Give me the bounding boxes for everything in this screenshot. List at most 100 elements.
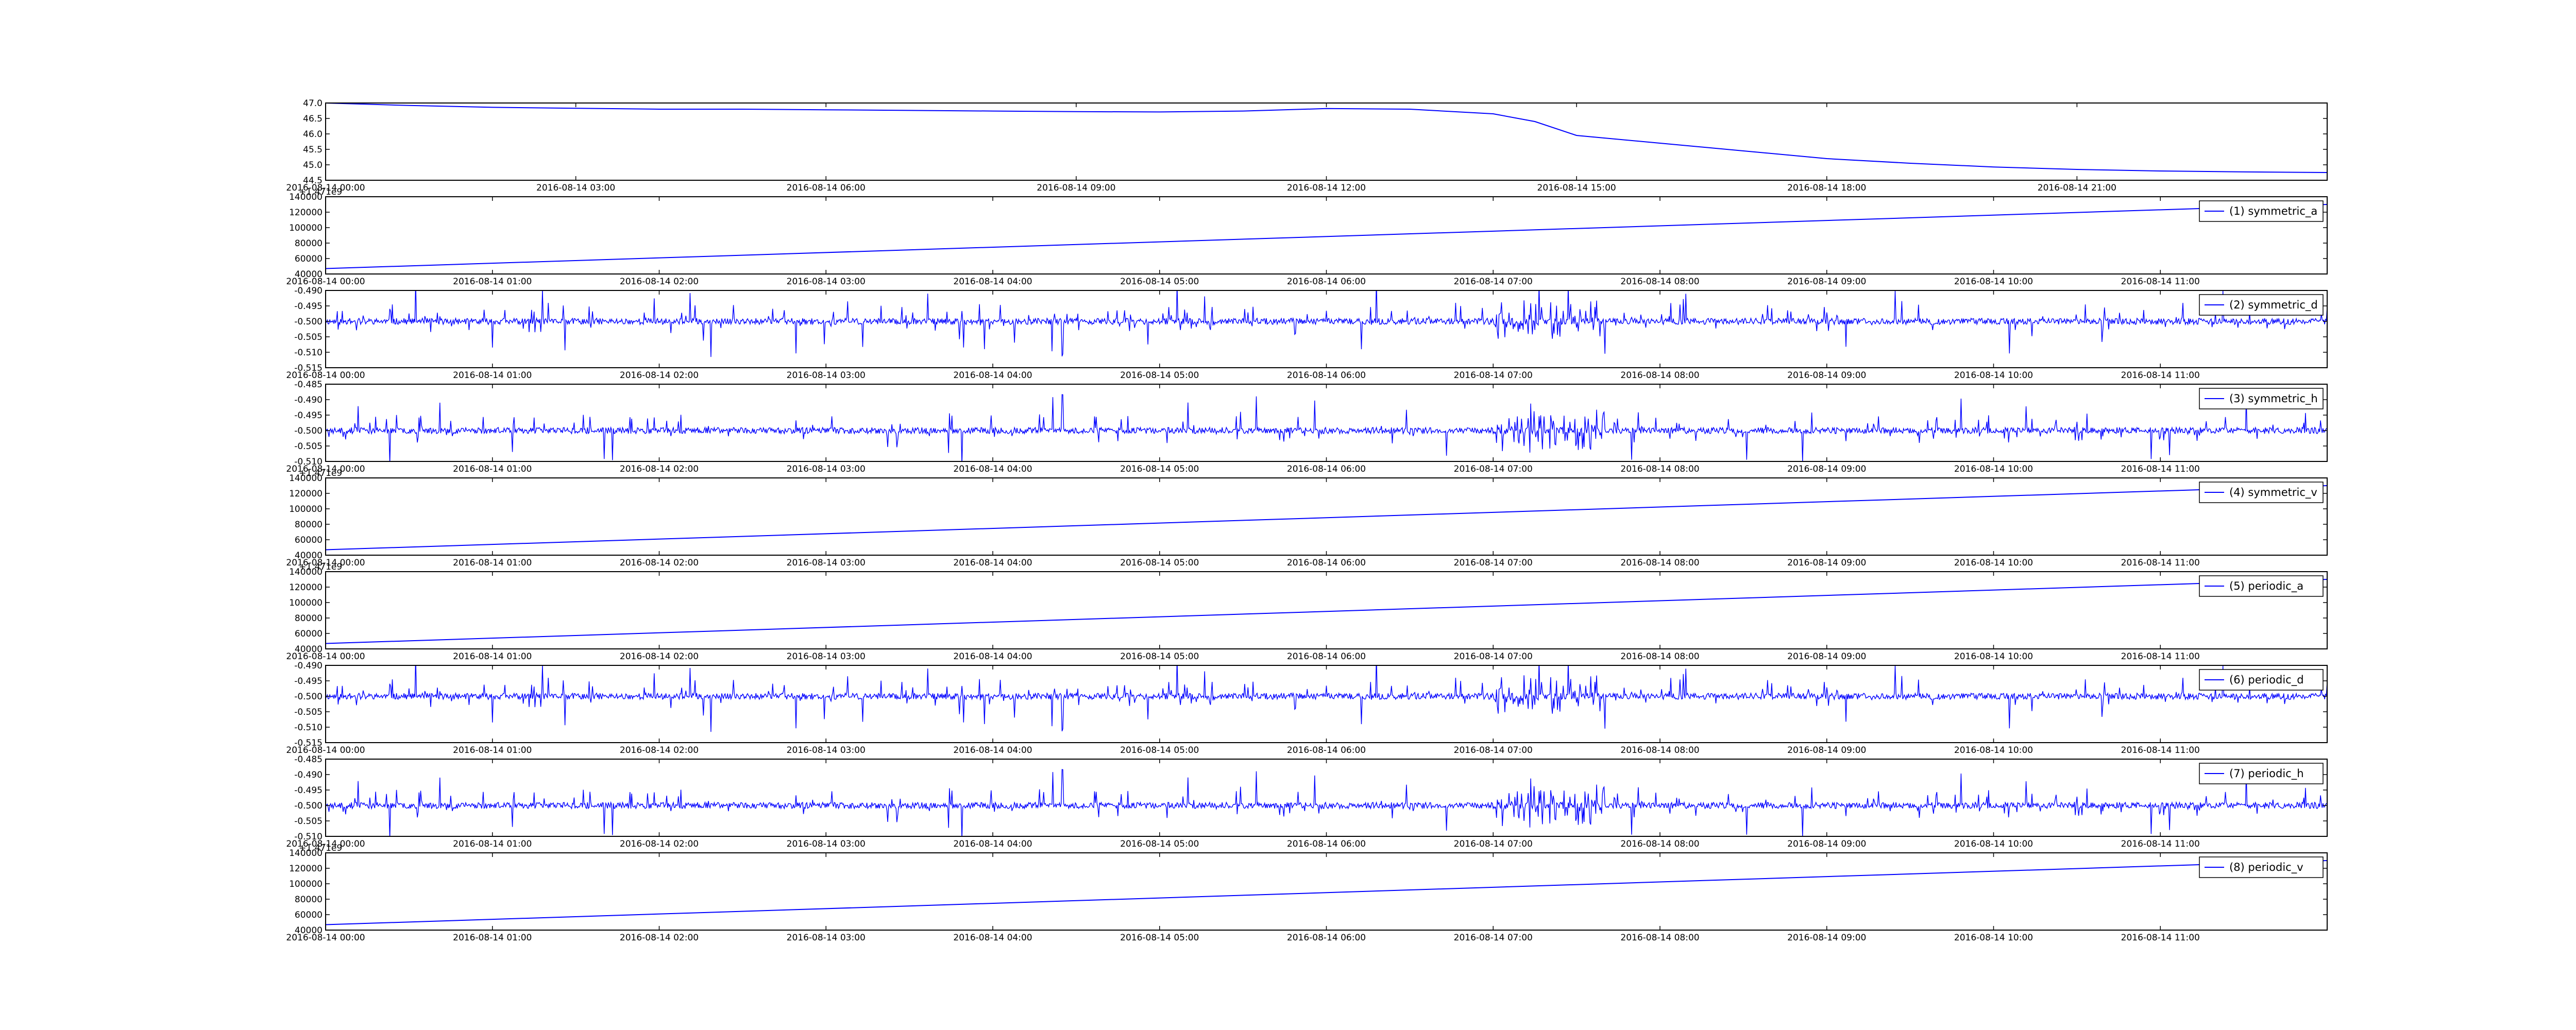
x-tick-label: 2016-08-14 06:00: [1287, 277, 1366, 287]
x-tick-label: 2016-08-14 11:00: [2121, 839, 2200, 849]
y-tick-label: -0.505: [294, 332, 323, 342]
legend-label: (4) symmetric_v: [2229, 486, 2317, 499]
x-tick-label: 2016-08-14 05:00: [1120, 745, 1199, 756]
x-tick-label: 2016-08-14 06:00: [1287, 651, 1366, 662]
x-tick-label: 2016-08-14 05:00: [1120, 651, 1199, 662]
x-tick-label: 2016-08-14 10:00: [1954, 464, 2033, 474]
x-tick-label: 2016-08-14 03:00: [787, 933, 866, 943]
y-tick-label: 140000: [289, 567, 323, 577]
y-tick-label: 120000: [289, 582, 323, 593]
y-tick-label: 80000: [295, 238, 323, 249]
subplot-p6: -0.515 -0.510 -0.505 -0.500 -0.495 -0.490 2016…: [286, 661, 2328, 756]
x-tick-label: 2016-08-14 00:00: [286, 464, 365, 474]
y-tick-label: 100000: [289, 598, 323, 608]
y-tick-label: -0.505: [294, 816, 323, 827]
x-tick-label: 2016-08-14 04:00: [953, 745, 1032, 756]
y-tick-label: -0.495: [294, 410, 323, 421]
x-tick-label: 2016-08-14 11:00: [2121, 745, 2200, 756]
x-tick-label: 2016-08-14 09:00: [1787, 370, 1866, 381]
x-tick-label: 2016-08-14 07:00: [1454, 558, 1533, 568]
x-tick-label: 2016-08-14 04:00: [953, 839, 1032, 849]
x-tick-label: 2016-08-14 05:00: [1120, 370, 1199, 381]
x-tick-label: 2016-08-14 00:00: [286, 277, 365, 287]
legend-label: (2) symmetric_d: [2229, 299, 2318, 312]
series-line-p6-0: [326, 665, 2327, 732]
x-tick-label: 2016-08-14 10:00: [1954, 370, 2033, 381]
x-tick-label: 2016-08-14 09:00: [1787, 933, 1866, 943]
x-tick-label: 2016-08-14 01:00: [453, 933, 532, 943]
x-tick-label: 2016-08-14 03:00: [787, 651, 866, 662]
x-tick-label: 2016-08-14 08:00: [1620, 651, 1699, 662]
x-tick-label: 2016-08-14 02:00: [620, 933, 699, 943]
x-tick-label: 2016-08-14 01:00: [453, 651, 532, 662]
x-tick-label: 2016-08-14 08:00: [1620, 277, 1699, 287]
x-tick-label: 2016-08-14 04:00: [953, 277, 1032, 287]
x-tick-label: 2016-08-14 01:00: [453, 839, 532, 849]
x-tick-label: 2016-08-14 00:00: [286, 183, 365, 193]
x-tick-label: 2016-08-14 04:00: [953, 651, 1032, 662]
subplot-stack: 44.5 45.0 45.5 46.0 46.5 47.0 2016-08-14 00:00…: [286, 98, 2328, 943]
x-tick-label: 2016-08-14 06:00: [1287, 745, 1366, 756]
x-tick-label: 2016-08-14 00:00: [286, 839, 365, 849]
y-tick-label: 80000: [295, 895, 323, 905]
subplot-p3: -0.510 -0.505 -0.500 -0.495 -0.490 -0.485 2016…: [286, 380, 2328, 474]
y-tick-label: -0.490: [294, 661, 323, 671]
x-tick-label: 2016-08-14 07:00: [1454, 933, 1533, 943]
series-line-p8-0: [326, 860, 2327, 925]
y-tick-label: -0.500: [294, 692, 323, 702]
series-line-p3-0: [326, 394, 2327, 461]
x-tick-label: 2016-08-14 08:00: [1620, 839, 1699, 849]
y-tick-label: 120000: [289, 864, 323, 874]
x-tick-label: 2016-08-14 03:00: [787, 277, 866, 287]
y-offset-label: +1.471e9: [299, 843, 342, 853]
y-tick-label: 46.5: [303, 114, 323, 124]
y-offset-label: +1.471e9: [299, 562, 342, 572]
x-tick-label: 2016-08-14 08:00: [1620, 464, 1699, 474]
x-tick-label: 2016-08-14 09:00: [1037, 183, 1115, 193]
x-tick-label: 2016-08-14 08:00: [1620, 558, 1699, 568]
x-tick-label: 2016-08-14 09:00: [1787, 745, 1866, 756]
x-tick-label: 2016-08-14 03:00: [536, 183, 615, 193]
y-tick-label: -0.500: [294, 317, 323, 327]
y-tick-label: -0.510: [294, 348, 323, 358]
series-line-p1-0: [326, 204, 2327, 269]
y-tick-label: -0.490: [294, 395, 323, 405]
y-tick-label: 60000: [295, 910, 323, 920]
y-tick-label: -0.515: [294, 738, 323, 748]
x-tick-label: 2016-08-14 00:00: [286, 745, 365, 756]
legend-label: (8) periodic_v: [2229, 861, 2303, 874]
x-tick-label: 2016-08-14 12:00: [1287, 183, 1366, 193]
x-tick-label: 2016-08-14 01:00: [453, 370, 532, 381]
y-tick-label: -0.485: [294, 754, 323, 765]
x-tick-label: 2016-08-14 06:00: [1287, 464, 1366, 474]
y-tick-label: 140000: [289, 848, 323, 859]
subplot-p7: -0.510 -0.505 -0.500 -0.495 -0.490 -0.485 2016…: [286, 754, 2328, 849]
y-tick-label: 40000: [295, 644, 323, 655]
y-tick-label: -0.510: [294, 457, 323, 467]
y-tick-label: 45.0: [303, 160, 323, 170]
x-tick-label: 2016-08-14 03:00: [787, 558, 866, 568]
y-tick-label: -0.510: [294, 832, 323, 842]
series-line-p2-0: [326, 290, 2327, 357]
series-line-p0-0: [326, 103, 2327, 173]
x-tick-label: 2016-08-14 11:00: [2121, 464, 2200, 474]
y-tick-label: 46.0: [303, 129, 323, 140]
y-tick-label: -0.505: [294, 441, 323, 452]
x-tick-label: 2016-08-14 10:00: [1954, 933, 2033, 943]
x-tick-label: 2016-08-14 07:00: [1454, 370, 1533, 381]
x-tick-label: 2016-08-14 04:00: [953, 558, 1032, 568]
x-tick-label: 2016-08-14 09:00: [1787, 839, 1866, 849]
x-tick-label: 2016-08-14 10:00: [1954, 839, 2033, 849]
y-tick-label: 80000: [295, 520, 323, 530]
y-tick-label: 45.5: [303, 145, 323, 155]
legend-label: (5) periodic_a: [2229, 580, 2303, 593]
x-tick-label: 2016-08-14 06:00: [1287, 839, 1366, 849]
y-tick-label: 120000: [289, 208, 323, 218]
subplot-p1: 40000 60000 80000 100000 120000 140000 2016-08…: [286, 187, 2328, 287]
y-tick-label: 100000: [289, 223, 323, 233]
x-tick-label: 2016-08-14 10:00: [1954, 745, 2033, 756]
x-tick-label: 2016-08-14 04:00: [953, 933, 1032, 943]
subplot-p5: 40000 60000 80000 100000 120000 140000 2016-08…: [286, 562, 2328, 662]
y-tick-label: -0.500: [294, 801, 323, 811]
y-tick-label: -0.510: [294, 723, 323, 733]
